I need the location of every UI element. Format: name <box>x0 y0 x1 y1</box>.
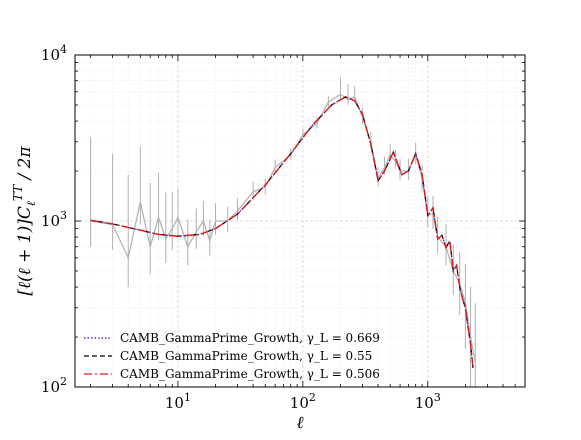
x-tick-label: 102 <box>290 391 316 412</box>
x-axis-label: ℓ <box>296 413 303 433</box>
x-tick-label-exp: 3 <box>434 391 441 404</box>
x-tick-label-exp: 2 <box>309 391 316 404</box>
x-tick-label-exp: 1 <box>184 391 191 404</box>
y-tick-label: 102 <box>41 375 67 396</box>
axis-labels: ℓ [ℓ(ℓ + 1)]CℓTT / 2π <box>11 146 304 433</box>
y-axis-label-sub: ℓ <box>24 201 38 206</box>
y-tick-label-exp: 3 <box>60 209 67 222</box>
legend-label-0: CAMB_GammaPrime_Growth, γ_L = 0.669 <box>120 331 380 345</box>
observed-data-line <box>90 93 476 363</box>
y-tick-label-exp: 4 <box>60 43 67 56</box>
y-axis-label: [ℓ(ℓ + 1)]CℓTT / 2π <box>11 146 38 296</box>
y-tick-label-base: 10 <box>41 212 60 230</box>
x-tick-label-base: 10 <box>415 394 434 412</box>
observed-data-errorbars <box>90 77 476 387</box>
y-axis-label-part: [ℓ(ℓ + 1)]C <box>15 206 35 296</box>
x-tick-label-base: 10 <box>165 394 184 412</box>
y-tick-label-base: 10 <box>41 46 60 64</box>
y-tick-label: 104 <box>41 43 67 64</box>
y-axis-label-sup: TT <box>11 184 25 201</box>
y-tick-label-exp: 2 <box>60 375 67 388</box>
x-tick-label-base: 10 <box>290 394 309 412</box>
x-tick-label: 101 <box>165 391 191 412</box>
series-line-2 <box>90 96 474 369</box>
model-series-lines <box>90 96 474 369</box>
legend: CAMB_GammaPrime_Growth, γ_L = 0.669 CAMB_… <box>84 331 380 381</box>
x-tick-label: 103 <box>415 391 441 412</box>
y-axis-label-tail: / 2π <box>15 146 35 185</box>
y-tick-label: 103 <box>41 209 67 230</box>
legend-label-1: CAMB_GammaPrime_Growth, γ_L = 0.55 <box>120 349 372 363</box>
y-tick-label-base: 10 <box>41 378 60 396</box>
legend-label-2: CAMB_GammaPrime_Growth, γ_L = 0.506 <box>120 367 380 381</box>
